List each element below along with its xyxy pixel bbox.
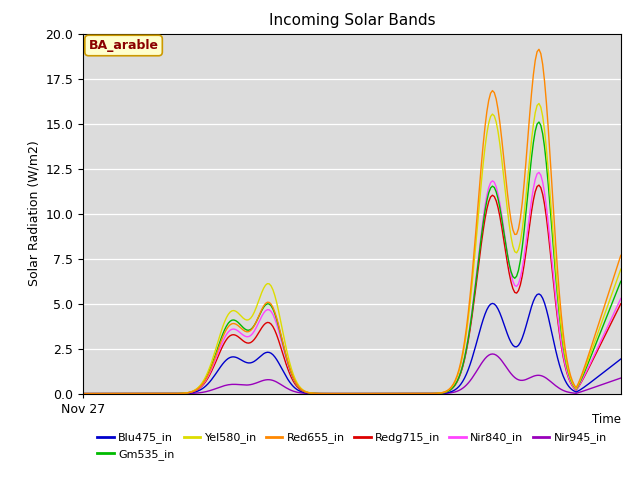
Gm535_in <box>87 391 95 396</box>
Red655_in <box>79 391 87 396</box>
Nir840_in <box>550 276 557 282</box>
Yel580_in <box>598 318 606 324</box>
Line: Nir945_in: Nir945_in <box>83 354 621 394</box>
Redg715_in <box>550 283 557 288</box>
Red655_in <box>403 391 411 396</box>
Gm535_in <box>535 119 543 125</box>
Blu475_in <box>535 291 543 297</box>
Red655_in <box>87 391 95 396</box>
Gm535_in <box>316 391 323 396</box>
Yel580_in <box>206 364 214 370</box>
Yel580_in <box>79 391 87 396</box>
Red655_in <box>316 391 323 396</box>
Redg715_in <box>403 391 411 396</box>
Text: Time: Time <box>592 413 621 426</box>
Line: Redg715_in: Redg715_in <box>83 185 621 394</box>
Nir840_in <box>79 391 87 396</box>
Nir945_in <box>403 391 411 396</box>
Redg715_in <box>598 338 606 344</box>
Nir840_in <box>617 296 625 301</box>
Line: Red655_in: Red655_in <box>83 49 621 394</box>
Blu475_in <box>550 339 557 345</box>
Gm535_in <box>79 391 87 396</box>
Redg715_in <box>79 391 87 396</box>
Line: Nir840_in: Nir840_in <box>83 172 621 394</box>
Nir945_in <box>316 391 323 396</box>
Yel580_in <box>403 391 411 396</box>
Line: Gm535_in: Gm535_in <box>83 122 621 394</box>
Red655_in <box>535 47 543 52</box>
Blu475_in <box>316 391 323 396</box>
Line: Yel580_in: Yel580_in <box>83 104 621 394</box>
Gm535_in <box>598 325 606 331</box>
Nir840_in <box>535 169 543 175</box>
Yel580_in <box>535 101 543 107</box>
Redg715_in <box>316 391 323 396</box>
Yel580_in <box>617 266 625 272</box>
Gm535_in <box>206 367 214 373</box>
Nir840_in <box>316 391 323 396</box>
Nir945_in <box>87 391 95 396</box>
Red655_in <box>598 310 606 316</box>
Y-axis label: Solar Radiation (W/m2): Solar Radiation (W/m2) <box>27 141 40 287</box>
Redg715_in <box>87 391 95 396</box>
Redg715_in <box>617 301 625 307</box>
Blu475_in <box>617 356 625 362</box>
Yel580_in <box>316 391 323 396</box>
Nir945_in <box>206 388 214 394</box>
Red655_in <box>550 213 557 218</box>
Yel580_in <box>87 391 95 396</box>
Nir945_in <box>617 375 625 381</box>
Nir945_in <box>79 391 87 396</box>
Yel580_in <box>550 241 557 247</box>
Blu475_in <box>79 391 87 396</box>
Blu475_in <box>87 391 95 396</box>
Redg715_in <box>535 182 543 188</box>
Nir945_in <box>550 381 557 387</box>
Text: BA_arable: BA_arable <box>88 39 159 52</box>
Nir840_in <box>87 391 95 396</box>
Nir840_in <box>206 370 214 376</box>
Nir945_in <box>598 382 606 387</box>
Nir840_in <box>403 391 411 396</box>
Title: Incoming Solar Bands: Incoming Solar Bands <box>269 13 435 28</box>
Red655_in <box>206 369 214 374</box>
Gm535_in <box>403 391 411 396</box>
Red655_in <box>617 252 625 258</box>
Redg715_in <box>206 372 214 378</box>
Gm535_in <box>617 278 625 284</box>
Nir945_in <box>488 351 496 357</box>
Line: Blu475_in: Blu475_in <box>83 294 621 394</box>
Blu475_in <box>206 379 214 385</box>
Legend: Blu475_in, Gm535_in, Yel580_in, Red655_in, Redg715_in, Nir840_in, Nir945_in: Blu475_in, Gm535_in, Yel580_in, Red655_i… <box>93 428 611 464</box>
Nir840_in <box>598 335 606 341</box>
Gm535_in <box>550 250 557 256</box>
Blu475_in <box>598 371 606 376</box>
Blu475_in <box>403 391 411 396</box>
